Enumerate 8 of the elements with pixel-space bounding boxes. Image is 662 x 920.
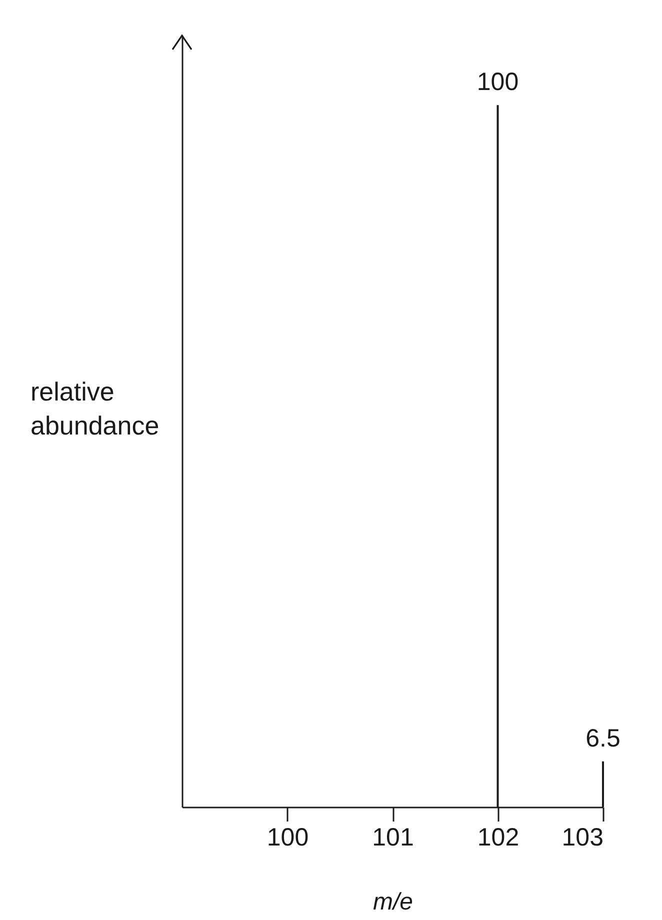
y-axis-title: relative abundance	[30, 376, 160, 440]
x-tick-label: 100	[266, 824, 309, 852]
x-tick-label: 102	[477, 824, 520, 852]
data-label: 6.5	[586, 724, 620, 752]
x-axis-title: m/e	[372, 888, 414, 916]
x-tick-label: 101	[372, 824, 414, 852]
x-tick-label: 103	[562, 824, 604, 852]
data-label: 100	[476, 68, 519, 96]
